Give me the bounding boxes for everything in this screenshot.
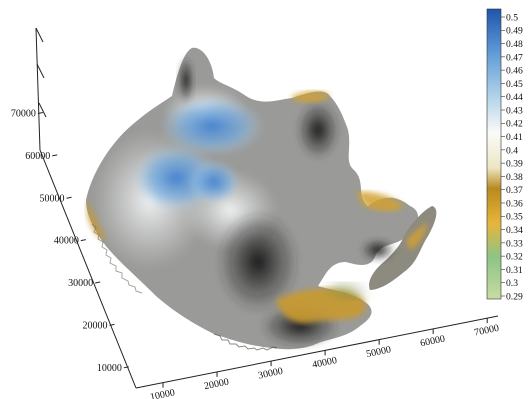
- surface-blue-peak-top: [160, 96, 264, 156]
- x-axis-line: [135, 315, 499, 389]
- surface-shadow-right: [360, 238, 396, 262]
- z-axis-tick-mid: [36, 63, 45, 79]
- y-axis-tick-mark: [123, 366, 129, 369]
- x-axis-tick-label: 70000: [473, 323, 500, 339]
- colorbar-tick-label: 0.35: [506, 212, 523, 223]
- y-axis-tick-mark: [95, 281, 101, 284]
- surface: [86, 47, 437, 351]
- surface-gold-right: [356, 191, 404, 212]
- colorbar-tick-label: 0.41: [506, 132, 523, 143]
- y-axis-tick-mark: [37, 111, 43, 114]
- surface-blue-peak-inner: [188, 160, 240, 204]
- colorbar-tick-label: 0.45: [506, 79, 523, 90]
- colorbar-tick-label: 0.42: [506, 119, 523, 130]
- colorbar-tick-label: 0.49: [506, 26, 523, 37]
- y-axis-tick-label: 40000: [54, 236, 79, 247]
- y-axis-tick-label: 60000: [25, 151, 50, 162]
- surface-shadow-peak: [178, 56, 194, 104]
- y-axis-tick-label: 50000: [40, 193, 65, 204]
- y-axis-ticks: 10000 20000 30000 40000 50000 60000 70000: [11, 108, 129, 374]
- colorbar-tick-label: 0.43: [506, 105, 523, 116]
- z-axis-tick-low: [38, 102, 47, 118]
- y-axis-tick-label: 30000: [68, 278, 93, 289]
- x-axis-tick-label: 20000: [203, 377, 230, 393]
- colorbar-tick-label: 0.44: [506, 92, 523, 103]
- colorbar-bar: [486, 8, 502, 300]
- surface-olive-bottom: [330, 284, 366, 299]
- axes-frame: [35, 27, 499, 389]
- surface-gold-top-right: [292, 90, 330, 103]
- x-axis-tick-label: 60000: [419, 334, 446, 350]
- y-axis-tick-mark: [80, 239, 86, 242]
- surface-fragment-right: [369, 206, 437, 290]
- surface-jagged-edge-bottom: [213, 333, 278, 351]
- colorbar-tick-label: 0.46: [506, 66, 523, 77]
- y-axis-tick-mark: [109, 323, 115, 326]
- colorbar-tick-label: 0.47: [506, 52, 523, 63]
- surface-gold-left-edge: [86, 200, 106, 239]
- surface-shadow-center: [216, 210, 300, 314]
- x-axis-ticks: 10000 20000 30000 40000 50000 60000 70000: [149, 318, 500, 399]
- colorbar-tick-label: 0.33: [506, 238, 523, 249]
- colorbar-ticks: 0.5 0.49 0.48 0.47 0.46 0.45 0.44 0.43 0.42 0.41 0…: [501, 12, 523, 302]
- colorbar-tick-label: 0.39: [506, 159, 523, 170]
- y-axis-tick-mark: [66, 196, 72, 199]
- colorbar-tick-label: 0.34: [506, 225, 523, 236]
- colorbar-tick-label: 0.5: [506, 12, 518, 23]
- colorbar-tick-label: 0.37: [506, 185, 523, 196]
- colorbar-tick-label: 0.29: [506, 291, 523, 302]
- colorbar-tick-label: 0.31: [506, 265, 523, 276]
- z-axis-line: [35, 27, 137, 389]
- colorbar-tick-label: 0.3: [506, 278, 518, 289]
- z-axis-tick-top: [35, 27, 44, 43]
- y-axis-tick-label: 20000: [83, 320, 108, 331]
- colorbar: 0.5 0.49 0.48 0.47 0.46 0.45 0.44 0.43 0.42 0.41 0…: [486, 8, 523, 302]
- colorbar-tick-label: 0.48: [506, 39, 523, 50]
- colorbar-tick-label: 0.38: [506, 172, 523, 183]
- colorbar-tick-label: 0.4: [506, 145, 518, 156]
- y-axis-tick-label: 70000: [11, 108, 36, 119]
- surface-gold-fragment: [406, 222, 428, 250]
- x-axis-tick-label: 30000: [257, 366, 284, 382]
- x-axis-tick-label: 10000: [149, 387, 176, 399]
- colorbar-tick-label: 0.32: [506, 252, 523, 263]
- x-axis-tick-label: 50000: [365, 344, 392, 360]
- y-axis-tick-label: 10000: [97, 363, 122, 374]
- colorbar-tick-label: 0.36: [506, 198, 523, 209]
- surface-jagged-edge-left: [91, 223, 143, 294]
- y-axis-tick-mark: [52, 154, 58, 157]
- surface-shadow-upper-right: [296, 100, 340, 160]
- x-axis-tick-label: 40000: [311, 355, 338, 371]
- surface-gold-bottom: [276, 288, 366, 324]
